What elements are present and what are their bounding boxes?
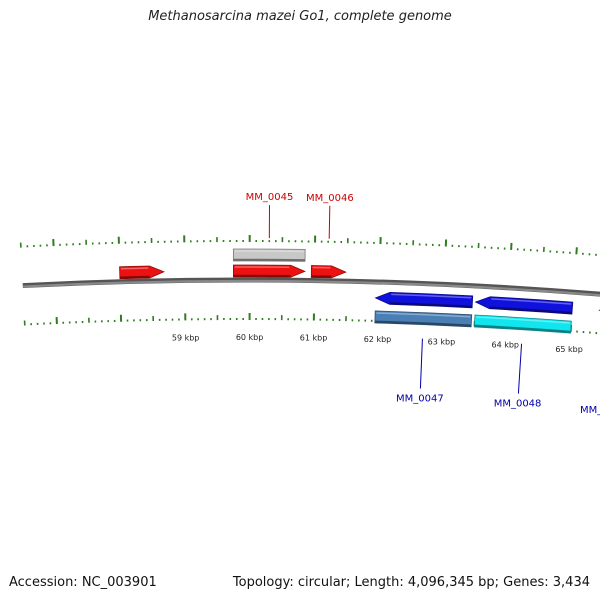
feature-highlight (376, 312, 471, 318)
feature-shape[interactable] (474, 296, 574, 315)
feature-shadow (489, 306, 573, 315)
feature-gene-mm_0045[interactable] (232, 264, 306, 278)
feature-cds[interactable] (374, 310, 473, 328)
feature-highlight (120, 267, 149, 270)
feature-layer (119, 248, 600, 334)
tick-label: 63 kbp (428, 337, 456, 346)
tick-label: 65 kbp (555, 345, 583, 354)
genome-backbone-highlight (22, 279, 600, 297)
gene-label[interactable]: MM_0047 (396, 394, 444, 405)
feature-shape[interactable] (310, 265, 347, 279)
feature-gene-mm_0046[interactable] (310, 265, 347, 279)
feature-shape[interactable] (473, 314, 572, 334)
feature-gene-mm_0048[interactable] (474, 296, 574, 315)
gene-label-leader (517, 343, 523, 394)
feature-shadow (119, 275, 150, 279)
gene-label[interactable]: MM_0045 (246, 192, 294, 203)
tick-label: 61 kbp (300, 334, 328, 343)
tick-label: 59 kbp (172, 333, 200, 342)
feature-shape[interactable] (119, 265, 165, 280)
feature-highlight (476, 316, 571, 324)
tick-label: 60 kbp (236, 333, 264, 342)
feature-shadow (474, 324, 571, 333)
feature-shape[interactable] (232, 264, 306, 278)
backbone-layer (22, 277, 600, 297)
feature-highlight (491, 298, 572, 305)
feature-highlight (391, 293, 472, 299)
feature-shadow (389, 302, 473, 308)
tick-label: 64 kbp (492, 341, 520, 350)
feature-gene-mm_0047[interactable] (374, 291, 474, 309)
feature-gene[interactable] (119, 265, 165, 280)
gene-label[interactable]: MM_0046 (306, 193, 354, 204)
feature-pseudo[interactable] (232, 248, 306, 262)
gene-label[interactable]: MM_0049 (580, 405, 600, 416)
gene-label[interactable]: MM_0048 (494, 399, 542, 410)
feature-shadow (374, 320, 472, 327)
genome-summary-text: Topology: circular; Length: 4,096,345 bp… (232, 575, 590, 590)
feature-shape[interactable] (232, 248, 306, 262)
gene-label-leader (419, 338, 423, 389)
accession-text: Accession: NC_003901 (9, 575, 157, 590)
tick-label: 62 kbp (364, 335, 392, 344)
feature-cds[interactable] (473, 314, 572, 334)
gene-label-layer: MM_0045MM_0046MM_0047MM_0048MM_0049MM_00… (246, 192, 600, 416)
map-title: Methanosarcina mazei Go1, complete genom… (148, 9, 452, 24)
outer-tick (575, 247, 578, 255)
gene-label-leader (328, 205, 331, 239)
